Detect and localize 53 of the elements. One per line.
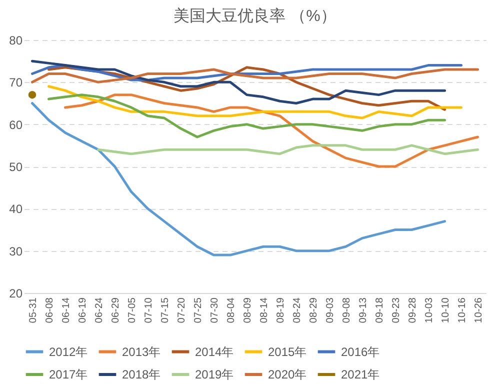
x-tick-label: 09-03 [324,297,336,324]
x-tick-label: 08-04 [226,297,237,324]
chart-title: 美国大豆优良率 （%） [174,7,336,25]
legend-label: 2019年 [195,368,234,382]
x-tick-label: 09-23 [390,297,402,324]
y-tick-label: 30 [9,244,23,258]
x-tick-label: 10-26 [473,297,484,324]
y-tick-label: 20 [9,286,23,300]
x-tick-label: 07-05 [126,297,138,324]
x-tick-label: 09-13 [358,297,369,324]
legend-label: 2017年 [49,368,88,382]
x-tick-label: 06-14 [60,297,72,324]
legend-label: 2021年 [341,368,380,382]
y-tick-label: 50 [9,160,23,174]
y-tick-label: 80 [9,34,23,48]
x-tick-label: 07-30 [209,297,220,324]
line-series [31,102,446,256]
x-tick-label: 07-20 [176,297,188,324]
x-tick-label: 07-25 [192,297,204,324]
x-tick-label: 09-18 [374,297,386,324]
x-tick-label: 08-24 [292,297,303,324]
line-series [97,144,479,156]
y-tick-label: 40 [9,202,23,216]
x-tick-label: 09-08 [341,297,352,324]
line-series [48,94,446,138]
legend-label: 2016年 [341,344,380,359]
line-series [64,94,479,168]
x-tick-label: 10-03 [424,297,435,324]
x-tick-label: 06-29 [110,297,122,324]
x-tick-label: 08-14 [258,297,270,324]
legend-label: 2020年 [268,368,307,382]
legend-label: 2013年 [122,344,161,359]
x-tick-label: 08-09 [242,297,254,324]
x-tick-label: 09-28 [407,297,418,324]
legend-label: 2012年 [49,344,88,359]
legend-label: 2015年 [268,344,307,359]
line-series [31,60,446,104]
x-tick-label: 08-19 [275,297,286,324]
line-series [48,85,462,120]
legend-label: 2014年 [195,344,234,359]
x-tick-label: 10-16 [456,297,468,324]
x-tick-label: 10-10 [440,297,452,324]
y-tick-label: 60 [9,118,23,132]
x-tick-label: 08-29 [308,297,320,324]
x-tick-label: 06-08 [44,297,56,324]
x-tick-label: 07-10 [143,297,154,324]
x-tick-label: 06-24 [94,297,105,324]
x-tick-label: 06-19 [77,297,88,324]
y-tick-label: 70 [9,76,23,90]
x-tick-label: 05-31 [28,297,39,324]
x-tick-label: 07-15 [160,297,171,324]
line-series [31,68,479,84]
legend-label: 2018年 [122,368,161,382]
